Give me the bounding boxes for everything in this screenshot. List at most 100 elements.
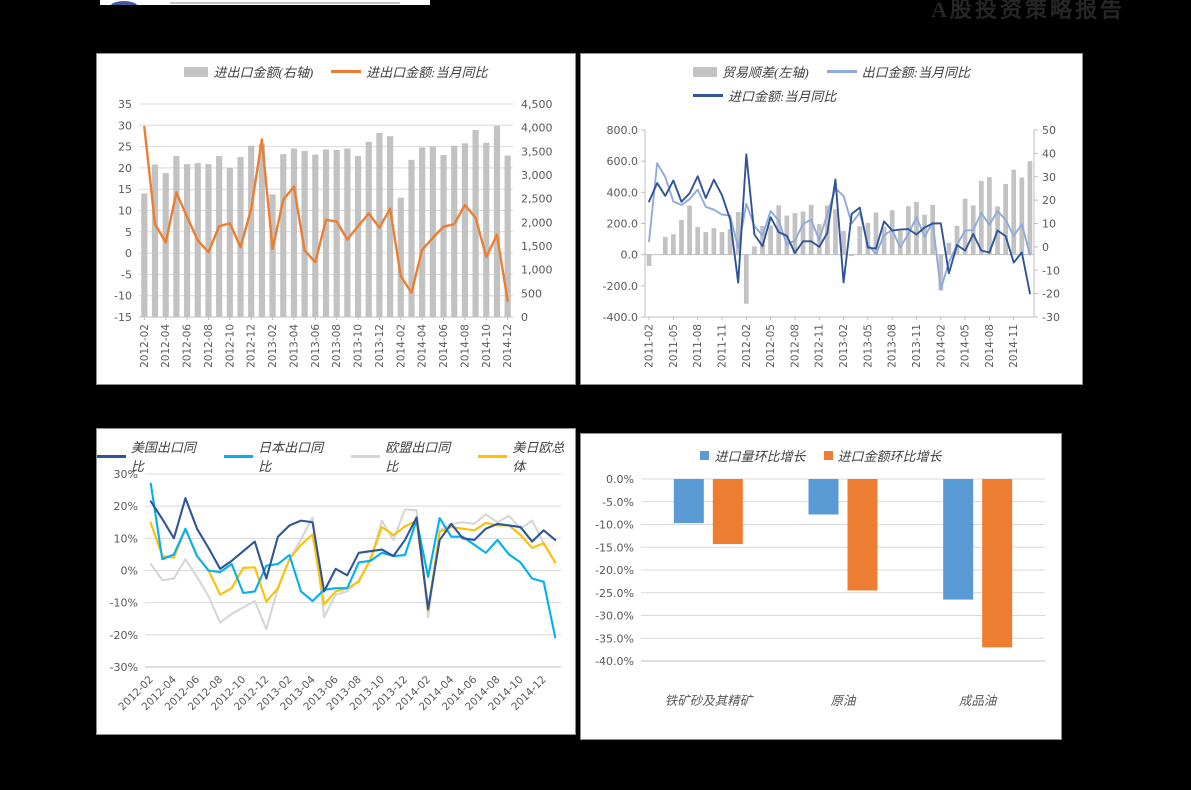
bar [687, 205, 692, 255]
legend-item: 进口量环比增长 [700, 446, 806, 465]
bar [408, 159, 415, 317]
y-axis-tick-label: 30 [1042, 171, 1056, 184]
legend-item: 进出口金额(右轴) [184, 62, 313, 81]
bar [451, 145, 458, 317]
bar [792, 213, 798, 255]
line-series [149, 482, 557, 639]
y-axis-tick-label: 20% [114, 500, 138, 513]
bar [461, 143, 469, 317]
bar [237, 157, 244, 317]
y-axis-tick-label: -15.0% [595, 541, 634, 554]
chart-canvas: 800.0 600.0 400.0 200.0 0.0 -200.0 -400.0 50 40 3… [603, 124, 1060, 368]
bar [354, 156, 362, 317]
bar [493, 125, 501, 317]
legend-item: 进口金额环比增长 [823, 446, 942, 465]
y-axis-tick-label: 20 [118, 162, 132, 175]
bar [419, 147, 426, 317]
y-axis-tick-label: 0.0% [606, 473, 634, 486]
x-axis-tick-label: 2014-12 [502, 324, 514, 368]
legend-item: 出口金额:当月同比 [826, 62, 970, 81]
y-axis-tick-label: 500 [521, 287, 542, 300]
x-axis-tick-label: 2012-08 [789, 324, 801, 368]
legend-item: 美国出口同比 [97, 437, 206, 475]
y-axis-tick-label: 4,000 [521, 122, 553, 135]
x-axis-tick-label: 2013-02 [838, 324, 850, 368]
y-axis-tick-label: 2,000 [521, 216, 553, 229]
chart-us-japan-eu-export-yoy: 美国出口同比 日本出口同比 欧盟出口同比 美日欧总体 30% 20% 10% 0% -10% -2… [96, 428, 576, 735]
y-axis-tick-label: -10.0% [595, 519, 634, 532]
x-axis-tick-label: 2013-11 [911, 324, 923, 368]
legend-item: 进口金额:当月同比 [692, 86, 836, 105]
bar [703, 232, 709, 255]
bar [269, 194, 276, 317]
bar [768, 225, 773, 255]
bar [695, 226, 701, 255]
bar [881, 226, 887, 255]
y-axis-tick-label: -25.0% [595, 587, 634, 600]
y-axis-tick-label: -200.0 [603, 280, 638, 293]
x-axis-category-label: 原油 [830, 693, 857, 708]
bar [504, 155, 511, 317]
bar [847, 479, 878, 591]
y-axis-tick-label: 1,000 [521, 264, 553, 277]
y-axis-tick-label: 600.0 [607, 155, 639, 168]
legend-item: 欧盟出口同比 [351, 437, 460, 475]
y-axis-tick-label: 4,500 [521, 98, 553, 111]
y-axis-tick-label: 0.0 [621, 249, 639, 262]
y-axis-tick-label: -20% [110, 629, 138, 642]
bar [387, 136, 394, 317]
bar [776, 205, 782, 255]
header-logo-strip [100, 0, 430, 5]
bar [897, 230, 903, 255]
bar [344, 148, 351, 317]
bar [226, 167, 233, 317]
bar [712, 479, 743, 545]
y-axis-tick-label: -400.0 [603, 311, 638, 324]
bar [290, 148, 298, 317]
y-axis-tick-label: -10% [110, 597, 138, 610]
line-series [149, 497, 557, 611]
bar [987, 177, 992, 255]
bar [1011, 169, 1017, 255]
bar [865, 222, 871, 255]
legend-series-marker-icon [823, 451, 833, 460]
bar [646, 254, 652, 267]
y-axis-tick-label: 20 [1042, 194, 1056, 207]
x-axis-tick-label: 2011-11 [716, 324, 728, 368]
bar [873, 212, 879, 255]
legend-bar-marker-icon [184, 66, 209, 77]
y-axis-tick-label: -15 [114, 311, 132, 324]
bar [982, 479, 1013, 648]
x-axis-tick-label: 2014-02 [395, 324, 407, 368]
y-axis-tick-label: 0% [121, 565, 138, 578]
y-axis-tick-label: 25 [118, 141, 132, 154]
x-axis-tick-label: 2014-02 [935, 324, 947, 368]
y-axis-tick-label: 200.0 [607, 218, 639, 231]
x-axis-tick-label: 2013-12 [374, 324, 386, 368]
chart-commodity-import-mom-growth: 进口量环比增长 进口金额环比增长 0.0% -5.0% -10.0% -15.0% -20.… [580, 433, 1062, 740]
bar [946, 242, 952, 255]
company-logo-partial-icon [110, 1, 138, 5]
y-axis-tick-label: 35 [118, 98, 132, 111]
bar-series [712, 479, 1013, 648]
legend-label: 贸易顺差(左轴) [721, 65, 809, 80]
bar [141, 193, 148, 317]
bar [752, 246, 757, 255]
y-axis-tick-label: 2,500 [521, 193, 553, 206]
x-axis-tick-label: 2014-04 [417, 324, 429, 368]
x-axis-tick-label: 2011-05 [668, 324, 680, 368]
y-axis-tick-label: 3,500 [521, 145, 553, 158]
y-axis-tick-label: 0 [521, 311, 528, 324]
legend-series-marker-icon [692, 94, 723, 97]
chart-legend: 贸易顺差(左轴) 出口金额:当月同比进口金额:当月同比 [581, 62, 1082, 105]
line-series [149, 508, 557, 631]
bar [312, 154, 319, 317]
y-axis-tick-label: -5.0% [602, 496, 634, 509]
x-axis-tick-label: 2012-10 [224, 324, 236, 368]
x-axis-tick-label: 2012-06 [182, 324, 194, 368]
y-axis-tick-label: -10 [114, 290, 132, 303]
bar [943, 479, 974, 600]
legend-item: 美日欧总体 [478, 437, 575, 475]
y-axis-tick-label: -30 [1042, 311, 1060, 324]
y-axis-tick-label: 1,500 [521, 240, 553, 253]
